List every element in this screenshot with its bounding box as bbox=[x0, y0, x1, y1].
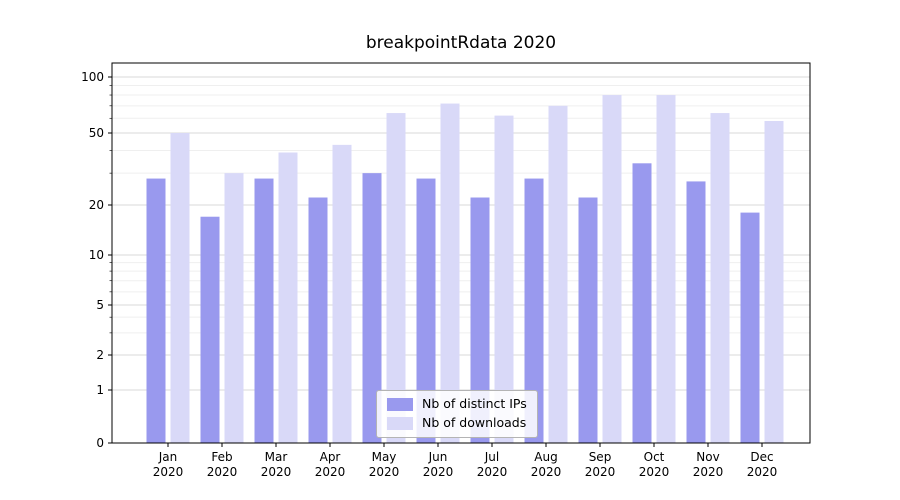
bar-distinct-ips bbox=[470, 197, 490, 443]
x-tick-label-month: Apr bbox=[320, 450, 341, 464]
x-tick-label-month: May bbox=[372, 450, 397, 464]
bar-downloads bbox=[440, 103, 460, 443]
x-tick-label-month: Mar bbox=[265, 450, 288, 464]
x-tick-label-month: Nov bbox=[696, 450, 719, 464]
bar-distinct-ips bbox=[146, 178, 166, 443]
legend-swatch-distinct-ips bbox=[387, 398, 413, 411]
bar-distinct-ips bbox=[524, 178, 544, 443]
x-tick-label-year: 2020 bbox=[369, 465, 400, 479]
bar-distinct-ips bbox=[578, 197, 598, 443]
bar-downloads bbox=[656, 95, 676, 443]
y-tick-label: 1 bbox=[96, 383, 104, 397]
x-tick-label-year: 2020 bbox=[747, 465, 778, 479]
y-tick-label: 20 bbox=[89, 198, 104, 212]
bar-downloads bbox=[764, 121, 784, 444]
bar-distinct-ips bbox=[362, 173, 382, 443]
x-tick-label-year: 2020 bbox=[693, 465, 724, 479]
legend-entry: Nb of distinct IPs bbox=[387, 398, 527, 411]
bar-distinct-ips bbox=[416, 178, 436, 443]
x-tick-label-year: 2020 bbox=[585, 465, 616, 479]
x-tick-label-year: 2020 bbox=[261, 465, 292, 479]
x-tick-label-year: 2020 bbox=[207, 465, 238, 479]
legend-entry: Nb of downloads bbox=[387, 417, 527, 430]
bar-downloads bbox=[494, 115, 514, 443]
legend: Nb of distinct IPs Nb of downloads bbox=[376, 390, 538, 438]
x-tick-label-year: 2020 bbox=[639, 465, 670, 479]
y-tick-label: 100 bbox=[81, 70, 104, 84]
bar-downloads bbox=[332, 144, 352, 443]
bar-distinct-ips bbox=[740, 212, 760, 443]
bar-downloads bbox=[278, 152, 298, 444]
legend-swatch-downloads bbox=[387, 417, 413, 430]
y-tick-label: 5 bbox=[96, 298, 104, 312]
y-tick-label: 10 bbox=[89, 248, 104, 262]
bar-downloads bbox=[170, 133, 190, 443]
x-tick-label-year: 2020 bbox=[477, 465, 508, 479]
bar-distinct-ips bbox=[686, 181, 706, 444]
x-tick-label-month: Oct bbox=[644, 450, 665, 464]
x-tick-label-month: Aug bbox=[534, 450, 557, 464]
x-tick-label-month: Jan bbox=[158, 450, 178, 464]
bar-downloads bbox=[224, 173, 244, 443]
y-tick-label: 50 bbox=[89, 126, 104, 140]
legend-label-distinct-ips: Nb of distinct IPs bbox=[422, 396, 527, 412]
bar-downloads bbox=[548, 105, 568, 443]
bar-downloads bbox=[602, 95, 622, 443]
bar-distinct-ips bbox=[632, 163, 652, 444]
chart-title: breakpointRdata 2020 bbox=[365, 33, 557, 53]
bar-downloads bbox=[386, 113, 406, 444]
bar-distinct-ips bbox=[308, 197, 328, 443]
x-tick-label-year: 2020 bbox=[315, 465, 346, 479]
x-tick-label-month: Jul bbox=[484, 450, 499, 464]
bar-downloads bbox=[710, 113, 730, 444]
axes-border bbox=[111, 62, 811, 444]
x-tick-label-month: Jun bbox=[428, 450, 448, 464]
x-tick-label-month: Sep bbox=[589, 450, 612, 464]
x-tick-label-month: Feb bbox=[211, 450, 232, 464]
x-tick-label-month: Dec bbox=[750, 450, 773, 464]
x-tick-label-year: 2020 bbox=[423, 465, 454, 479]
y-tick-label: 0 bbox=[96, 436, 104, 450]
bar-distinct-ips bbox=[254, 178, 274, 443]
y-tick-label: 2 bbox=[96, 348, 104, 362]
legend-label-downloads: Nb of downloads bbox=[422, 415, 527, 431]
bar-distinct-ips bbox=[200, 216, 220, 443]
x-tick-label-year: 2020 bbox=[153, 465, 184, 479]
x-tick-label-year: 2020 bbox=[531, 465, 562, 479]
